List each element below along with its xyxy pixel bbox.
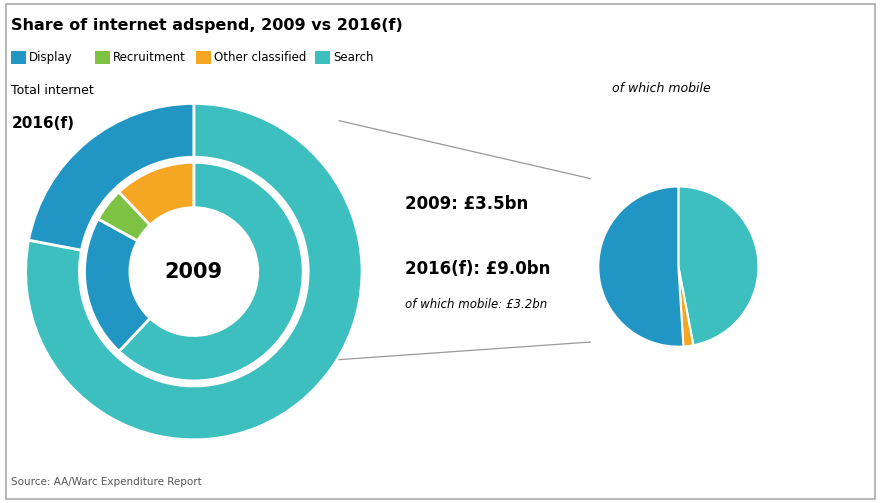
Wedge shape — [678, 187, 759, 345]
Wedge shape — [119, 162, 194, 225]
Text: 2009: £3.5bn: 2009: £3.5bn — [405, 195, 529, 213]
Text: Other classified: Other classified — [214, 51, 307, 64]
Wedge shape — [85, 219, 150, 351]
Text: Search: Search — [333, 51, 374, 64]
Bar — [196, 51, 211, 64]
Wedge shape — [98, 192, 150, 241]
Text: Share of internet adspend, 2009 vs 2016(f): Share of internet adspend, 2009 vs 2016(… — [11, 18, 403, 33]
Wedge shape — [598, 187, 684, 347]
Wedge shape — [26, 104, 362, 440]
Text: Display: Display — [29, 51, 73, 64]
Wedge shape — [678, 267, 693, 347]
Wedge shape — [119, 162, 303, 381]
Text: Recruitment: Recruitment — [113, 51, 186, 64]
Text: of which mobile: £3.2bn: of which mobile: £3.2bn — [405, 298, 547, 311]
Text: of which mobile: of which mobile — [612, 81, 711, 95]
Text: Total internet: Total internet — [11, 84, 94, 97]
Text: Source: AA/Warc Expenditure Report: Source: AA/Warc Expenditure Report — [11, 477, 203, 487]
Text: 2016(f): £9.0bn: 2016(f): £9.0bn — [405, 260, 551, 278]
Bar — [315, 51, 330, 64]
Wedge shape — [28, 104, 194, 250]
Text: 2009: 2009 — [165, 262, 223, 282]
Bar — [95, 51, 110, 64]
Text: 2016(f): 2016(f) — [11, 116, 75, 131]
Bar — [11, 51, 26, 64]
